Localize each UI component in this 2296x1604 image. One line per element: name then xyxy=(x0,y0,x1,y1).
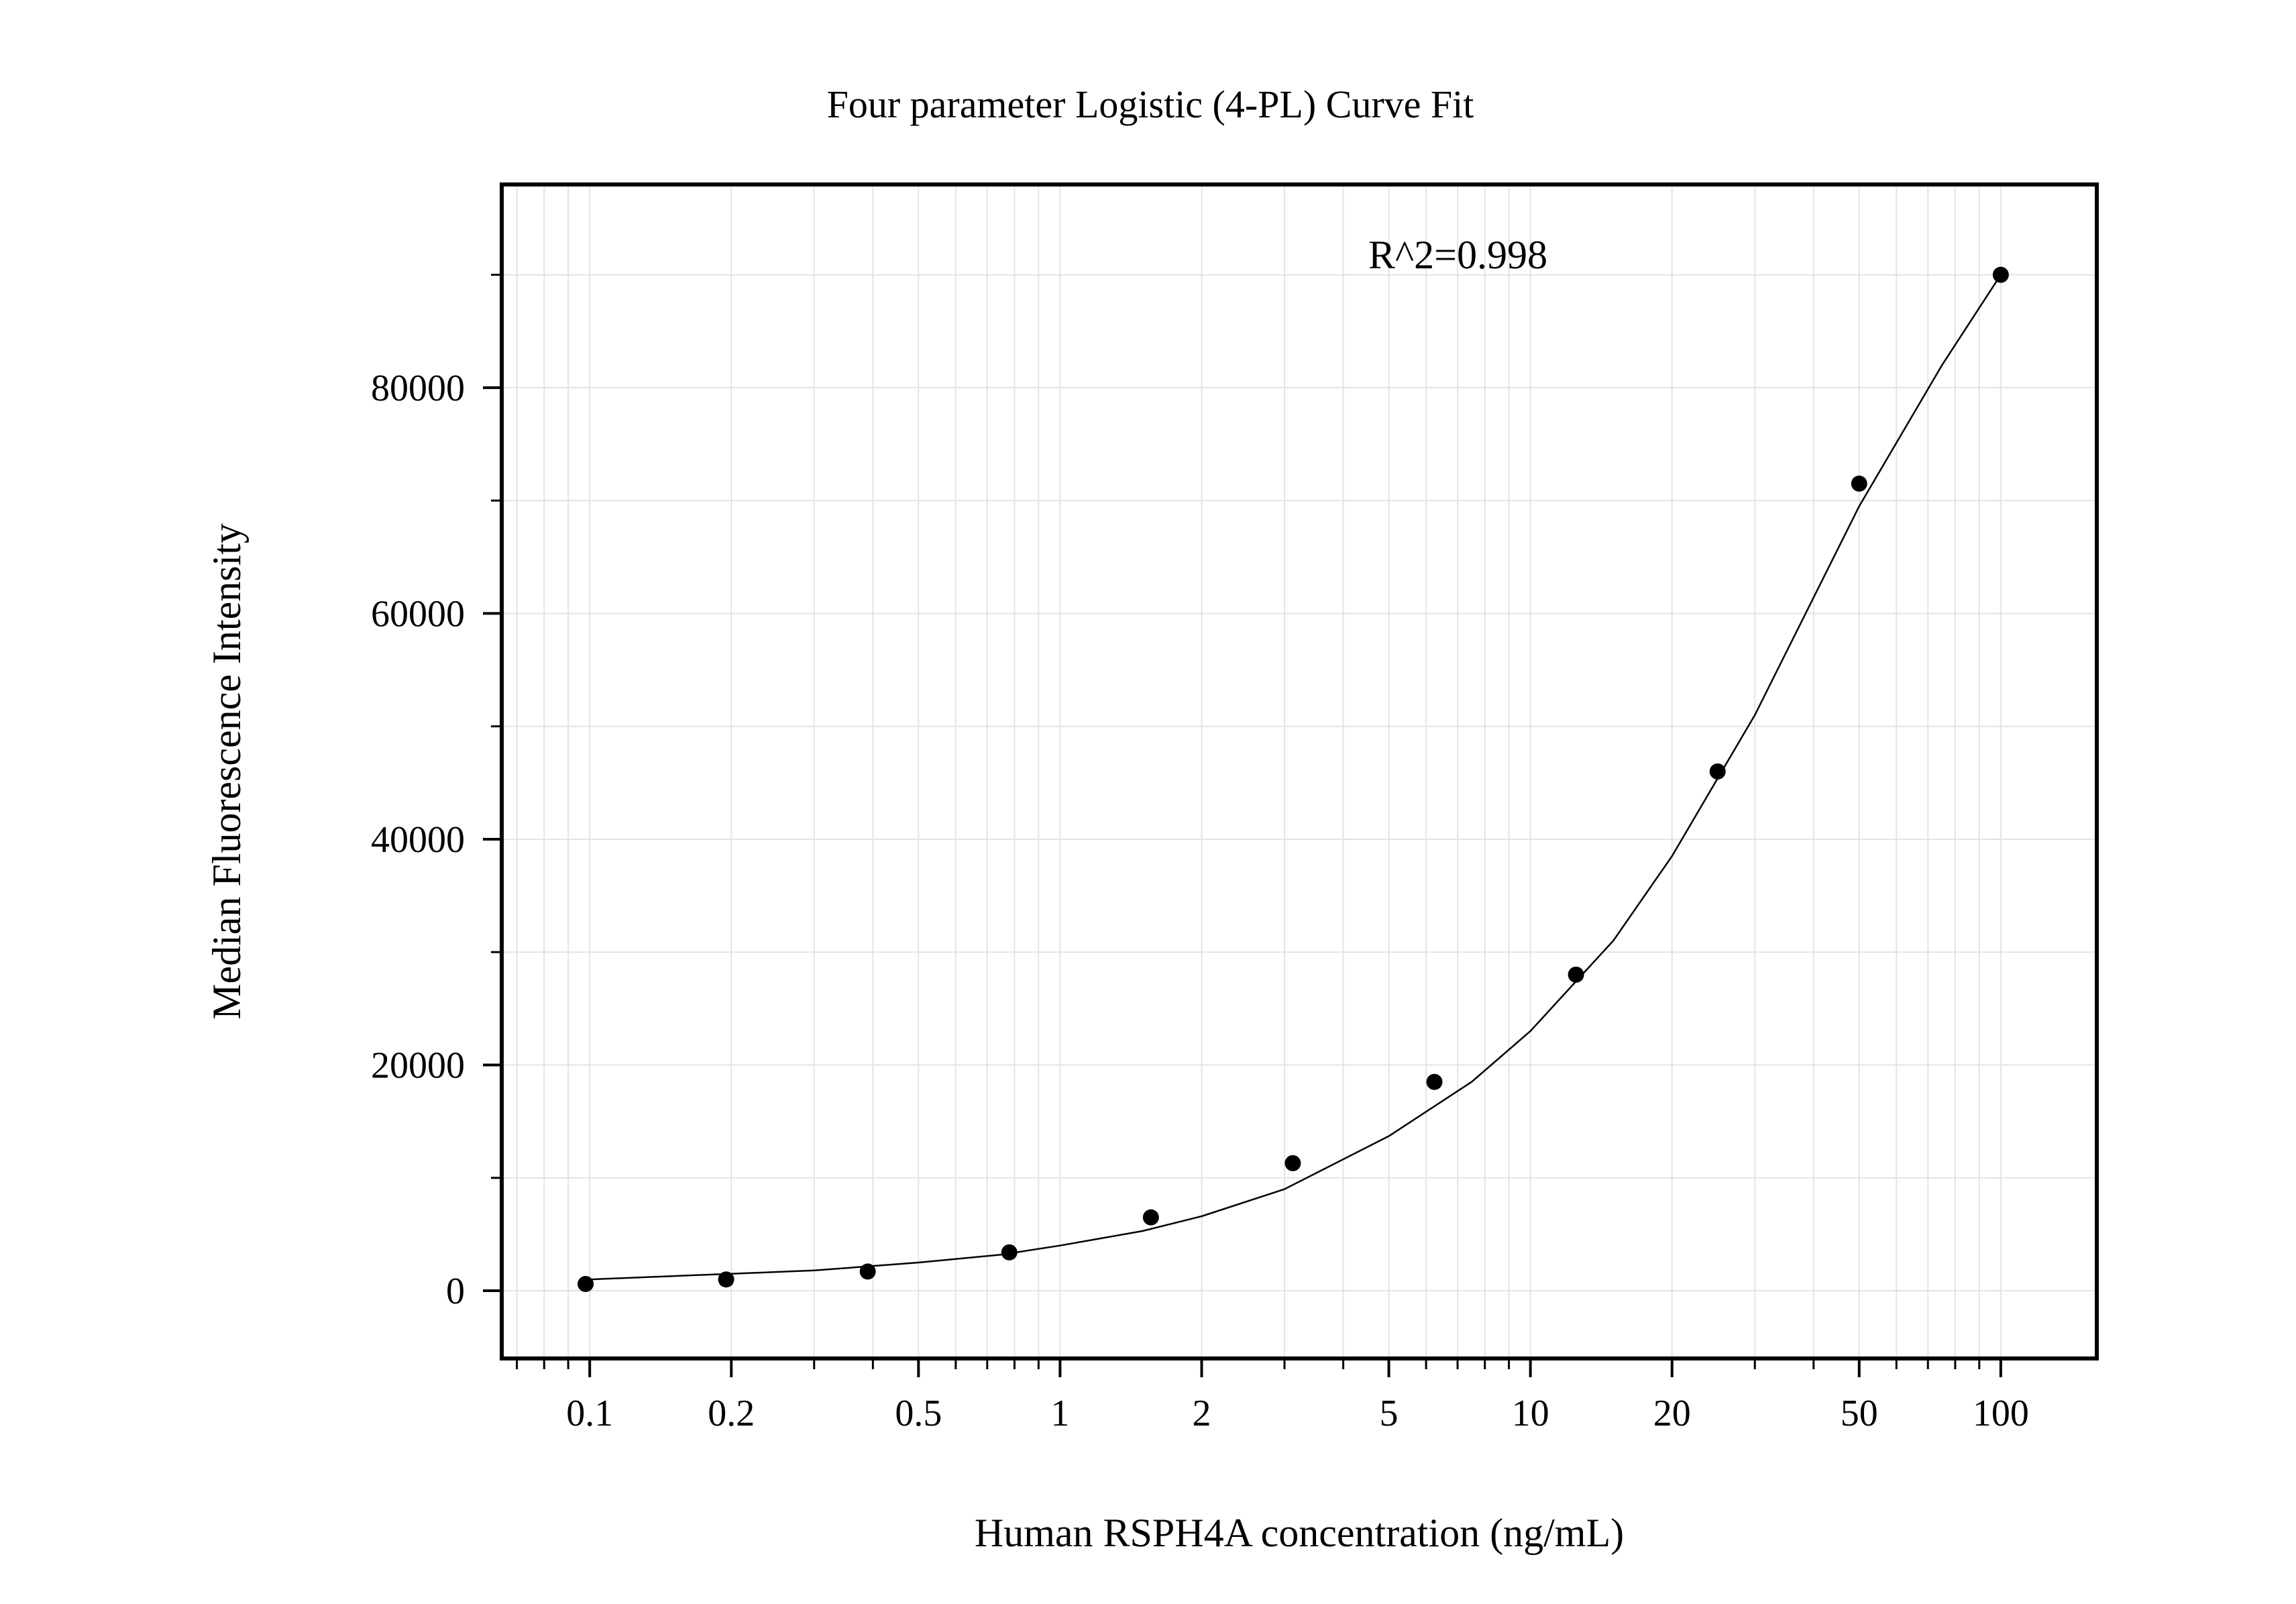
chart-title: Four parameter Logistic (4-PL) Curve Fit xyxy=(827,83,1474,126)
data-points-layer xyxy=(578,266,2009,1292)
data-point xyxy=(1426,1073,1443,1090)
x-axis-label: Human RSPH4A concentration (ng/mL) xyxy=(975,1511,1624,1555)
x-tick-label: 5 xyxy=(1380,1393,1399,1434)
x-tick-label: 2 xyxy=(1193,1393,1211,1434)
y-tick-label: 80000 xyxy=(371,368,465,409)
data-point xyxy=(1568,966,1584,983)
x-tick-label: 50 xyxy=(1841,1393,1878,1434)
y-axis-label: Median Fluorescence Intensity xyxy=(205,523,249,1020)
data-point xyxy=(718,1271,734,1288)
data-point xyxy=(1992,266,2009,283)
x-tick-label: 0.5 xyxy=(895,1393,942,1434)
y-tick-label: 20000 xyxy=(371,1045,465,1087)
x-tick-label: 0.1 xyxy=(566,1393,613,1434)
data-point xyxy=(1284,1155,1301,1171)
data-point xyxy=(1851,475,1867,492)
x-tick-label: 100 xyxy=(1973,1393,2029,1434)
y-tick-label: 40000 xyxy=(371,819,465,861)
grid xyxy=(502,184,2097,1358)
x-tick-label: 10 xyxy=(1512,1393,1549,1434)
y-axis: 0 20000 40000 60000 80000 xyxy=(371,274,502,1312)
plot-frame xyxy=(500,182,2099,1360)
y-tick-label: 0 xyxy=(446,1271,465,1312)
annotation-r-squared: R^2=0.998 xyxy=(1368,233,1547,277)
x-tick-label: 1 xyxy=(1050,1393,1069,1434)
x-tick-label: 20 xyxy=(1653,1393,1691,1434)
data-point xyxy=(1001,1244,1018,1261)
data-point xyxy=(1709,763,1726,780)
y-tick-label: 60000 xyxy=(371,593,465,635)
fit-curve xyxy=(590,274,2002,1281)
x-tick-label: 0.2 xyxy=(708,1393,755,1434)
data-point xyxy=(578,1275,594,1292)
data-point xyxy=(859,1263,876,1280)
fit-curve-layer xyxy=(590,274,2002,1281)
data-point xyxy=(1142,1209,1159,1226)
x-axis: 0.1 0.2 0.5 1 2 5 10 20 50 100 xyxy=(516,1358,2029,1434)
